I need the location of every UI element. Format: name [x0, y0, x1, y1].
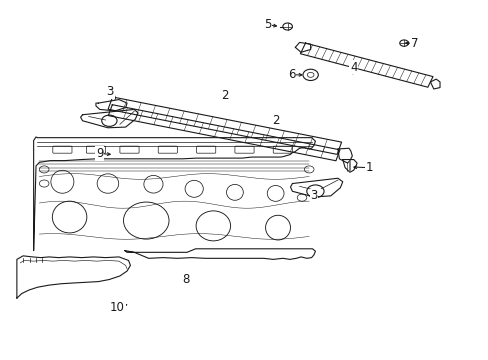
Text: 3: 3 [310, 189, 317, 202]
Text: 9: 9 [96, 147, 103, 160]
Text: 6: 6 [287, 68, 295, 81]
Text: 7: 7 [410, 37, 418, 50]
Text: 5: 5 [263, 18, 271, 31]
Text: 10: 10 [110, 301, 125, 314]
Text: 3: 3 [106, 85, 114, 98]
Text: 4: 4 [349, 60, 357, 73]
Text: 2: 2 [271, 113, 279, 126]
Text: 1: 1 [365, 161, 372, 174]
Text: 2: 2 [221, 89, 228, 102]
Text: 8: 8 [182, 273, 189, 286]
